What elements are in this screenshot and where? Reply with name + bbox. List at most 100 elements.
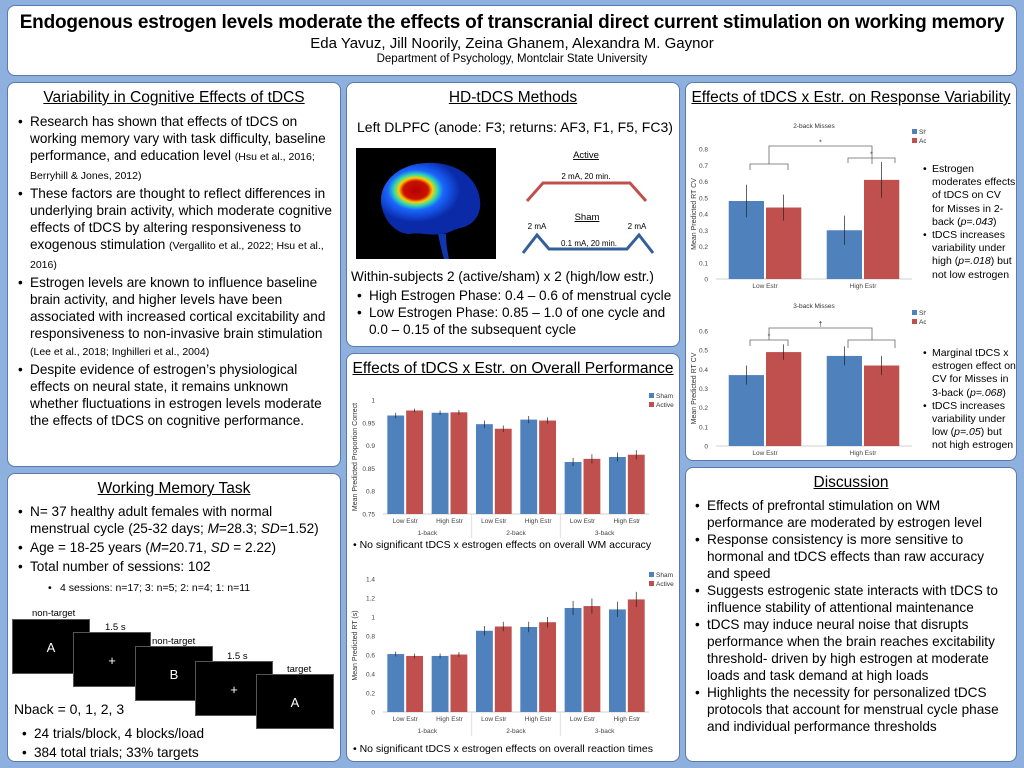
x-tick-label: Low Estr (570, 518, 596, 525)
legend-label-sham: Sham (919, 129, 926, 136)
legend-label-sham: Sham (656, 572, 673, 579)
bar-active (494, 428, 512, 514)
y-tick-label: 1.4 (366, 577, 375, 584)
bar-active (627, 599, 645, 712)
sham-param: 0.1 mA, 20 min. (561, 239, 617, 248)
sham-peak-left: 2 mA (528, 222, 547, 231)
y-tick-label: 0.95 (362, 420, 375, 427)
screen-label: 1.5 s (105, 622, 126, 633)
x-tick-label: Low Estr (393, 716, 419, 723)
bar-active (539, 420, 557, 514)
bar-active (766, 352, 802, 446)
bullet: Effects of prefrontal stimulation on WM … (689, 497, 1010, 531)
citation: (Lee et al., 2018; Inghilleri et al., 20… (30, 346, 210, 358)
x-tick-label: High Estr (850, 450, 878, 457)
chart-title: 2-back Misses (793, 123, 835, 130)
x-tick-label: Low Estr (752, 450, 778, 457)
x-group-label: 1-back (418, 530, 438, 537)
active-param: 2 mA, 20 min. (561, 172, 610, 181)
bar-sham (728, 375, 764, 446)
significance-bracket (749, 339, 789, 346)
nback-levels: Nback = 0, 1, 2, 3 (14, 701, 125, 717)
title-panel: Endogenous estrogen levels moderate the … (7, 5, 1017, 76)
rt-note: • No significant tDCS x estrogen effects… (353, 743, 653, 755)
bar-active (450, 412, 468, 514)
y-tick-label: 0.85 (362, 466, 375, 473)
bullet: These factors are thought to reflect dif… (12, 185, 334, 274)
bullet: Highlights the necessity for personalize… (689, 684, 1010, 735)
screen-label: 1.5 s (227, 651, 248, 662)
legend-swatch-sham (912, 310, 917, 315)
legend-swatch-sham (912, 129, 917, 134)
bullet: Total number of sessions: 102 4 sessions… (12, 558, 334, 597)
legend-swatch-sham (649, 572, 654, 577)
wm-trial-bullets: 24 trials/block, 4 blocks/load 384 total… (16, 725, 204, 763)
legend-swatch-active (912, 319, 917, 324)
working-memory-panel: Working Memory Task N= 37 healthy adult … (7, 473, 341, 762)
x-tick-label: High Estr (436, 518, 464, 525)
cv2-findings: Estrogen moderates effects of tDCS on CV… (922, 163, 1016, 282)
y-tick-label: 0.2 (699, 405, 708, 412)
screen-label: non-target (152, 636, 196, 647)
discussion-panel: Discussion Effects of prefrontal stimula… (685, 467, 1017, 762)
bar-active (450, 654, 468, 712)
discussion-title: Discussion (813, 474, 889, 491)
bar-sham (387, 654, 405, 712)
performance-panel: Effects of tDCS x Estr. on Overall Perfo… (346, 353, 680, 762)
cv3-findings: Marginal tDCS x estrogen effect on CV fo… (922, 347, 1016, 453)
y-tick-label: 0 (704, 444, 708, 451)
sham-peak-right: 2 mA (628, 222, 647, 231)
citation: (Hsu et al., 2016; Berryhill & Jones, 20… (30, 151, 315, 182)
y-tick-label: 0.6 (366, 653, 375, 660)
x-tick-label: Low Estr (570, 716, 596, 723)
y-tick-label: 0.1 (699, 424, 708, 431)
bullet: Estrogen moderates effects of tDCS on CV… (922, 163, 1016, 229)
legend-label-active: Active (656, 402, 674, 409)
y-axis-label: Mean Predicted RT CV (691, 352, 698, 424)
bar-sham (826, 355, 862, 446)
phase-bullets: High Estrogen Phase: 0.4 – 0.6 of menstr… (351, 287, 679, 338)
bar-sham (520, 626, 538, 712)
legend-label-active: Active (656, 581, 674, 588)
y-tick-label: 0 (704, 277, 708, 284)
x-group-label: 3-back (595, 728, 615, 735)
y-tick-label: 0.8 (366, 489, 375, 496)
bar-sham (520, 419, 538, 514)
active-label: Active (573, 150, 599, 161)
significance-bracket (847, 339, 896, 348)
chart-title: 3-back Misses (793, 303, 835, 310)
bar-active (406, 410, 424, 514)
y-tick-label: 0.9 (366, 443, 375, 450)
wm-title: Working Memory Task (97, 480, 251, 497)
brain-current-map-image (356, 148, 496, 259)
bar-active (864, 365, 900, 446)
y-tick-label: 0.6 (699, 179, 708, 186)
y-tick-label: 0.2 (699, 244, 708, 251)
bullet: High Estrogen Phase: 0.4 – 0.6 of menstr… (351, 287, 679, 304)
y-tick-label: 0.5 (699, 195, 708, 202)
x-tick-label: Low Estr (481, 716, 507, 723)
y-axis-label: Mean Predicted Proportion Correct (352, 403, 359, 511)
x-group-label: 1-back (418, 728, 438, 735)
bar-sham (608, 609, 626, 712)
y-tick-label: 0.75 (362, 512, 375, 519)
bullet: Low Estrogen Phase: 0.85 – 1.0 of one cy… (351, 304, 679, 338)
bar-sham (475, 630, 493, 712)
bar-active (494, 626, 512, 712)
sub-bullet: 4 sessions: n=17; 3: n=5; 2: n=4; 1: n=1… (34, 580, 328, 597)
bar-active (627, 454, 645, 514)
y-tick-label: 1 (371, 615, 375, 622)
bar-sham (564, 607, 582, 712)
x-tick-label: High Estr (850, 283, 878, 290)
discussion-bullets: Effects of prefrontal stimulation on WM … (689, 497, 1010, 735)
y-tick-label: 0 (371, 710, 375, 717)
methods-title: HD-tDCS Methods (448, 89, 578, 106)
citation: (Vergallito et al., 2022; Hsu et al., 20… (30, 240, 324, 271)
accuracy-note: • No significant tDCS x estrogen effects… (353, 539, 652, 551)
bullet: 384 total trials; 33% targets (16, 744, 204, 761)
rt-chart: Mean Predicted RT (s) 0 0.2 0.4 0.6 0.8 1 1.2 1.… (352, 572, 674, 736)
methods-panel: HD-tDCS Methods Left DLPFC (anode: F3; r… (346, 82, 680, 347)
bar-sham (387, 415, 405, 514)
response-title: Effects of tDCS x Estr. on Response Vari… (691, 89, 1011, 106)
x-group-label: 3-back (595, 530, 615, 537)
